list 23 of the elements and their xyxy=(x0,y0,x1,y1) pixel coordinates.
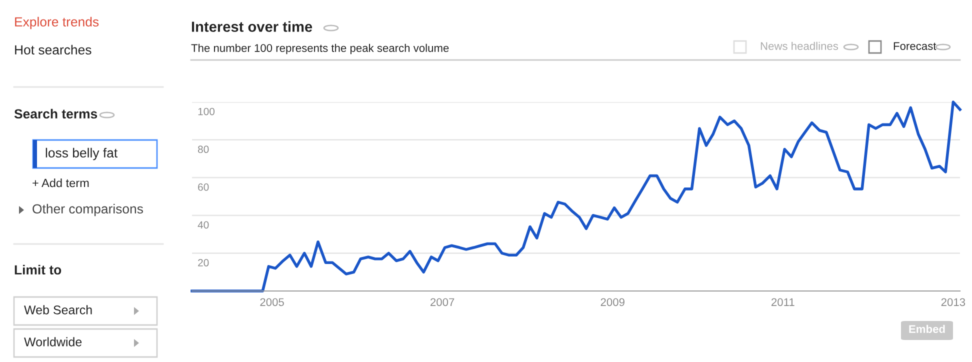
text: Explore trends xyxy=(15,16,99,30)
text: Limit to xyxy=(14,264,62,275)
text: loss belly fat xyxy=(46,148,118,160)
y-tick-label: 60 xyxy=(198,183,209,191)
text: News headlines xyxy=(760,42,838,50)
x-tick-label: 2007 xyxy=(430,298,454,306)
y-tick-label: 100 xyxy=(198,108,215,116)
y-tick-label: 80 xyxy=(198,146,209,154)
y-tick-label: 20 xyxy=(198,259,209,266)
y-tick-label: 40 xyxy=(198,221,209,229)
text: Hot searches xyxy=(15,44,92,55)
text: Forecast xyxy=(894,42,936,50)
x-tick-label: 2005 xyxy=(260,298,284,306)
text: + Add term xyxy=(32,178,89,188)
text: Worldwide xyxy=(24,337,82,346)
text: Other comparisons xyxy=(32,204,143,216)
text: Search terms xyxy=(14,108,98,119)
chart-subtitle: The number 100 represents the peak search volume xyxy=(191,44,449,54)
x-tick-label: 2013 xyxy=(941,298,966,306)
chart-title: Interest over time xyxy=(192,21,312,32)
x-tick-label: 2011 xyxy=(772,298,794,306)
text: Web Search xyxy=(24,305,92,314)
x-tick-label: 2009 xyxy=(600,298,624,306)
